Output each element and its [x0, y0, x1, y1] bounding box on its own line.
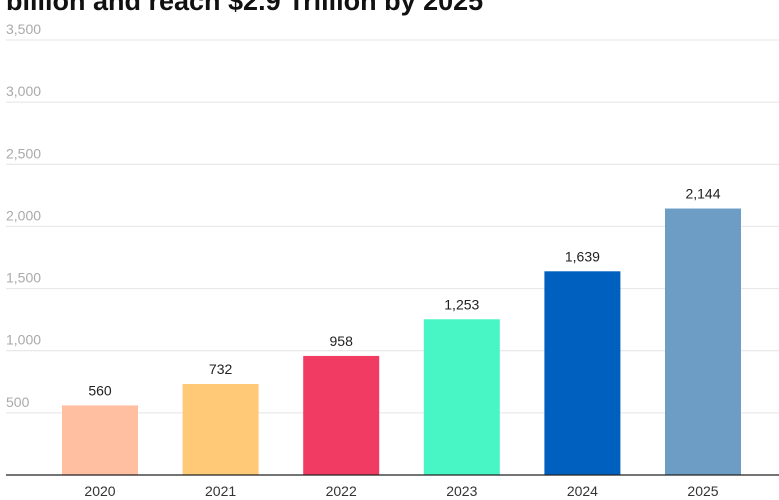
chart-title: billion and reach $2.9 Trillion by 2025	[6, 0, 484, 16]
bar-2023	[423, 319, 500, 475]
x-tick-label: 2021	[205, 483, 236, 499]
y-tick-label: 1,500	[6, 270, 41, 286]
x-tick-label: 2023	[446, 483, 477, 499]
y-tick-label: 3,000	[6, 83, 41, 99]
data-label: 1,639	[565, 248, 600, 264]
data-label: 1,253	[444, 296, 479, 312]
x-tick-label: 2020	[84, 483, 115, 499]
data-label: 2,144	[685, 186, 720, 202]
y-tick-label: 1,000	[6, 332, 41, 348]
bar-2020	[62, 405, 138, 475]
y-tick-label: 2,500	[6, 145, 41, 161]
bar-2024	[544, 271, 621, 475]
y-tick-label: 500	[6, 394, 30, 410]
bar-2025	[665, 208, 741, 475]
data-label: 560	[88, 382, 112, 398]
y-tick-label: 3,500	[6, 21, 41, 37]
x-tick-label: 2022	[326, 483, 357, 499]
bar-2022	[303, 355, 380, 475]
x-tick-label: 2025	[687, 483, 718, 499]
bar-2021	[182, 384, 259, 475]
data-label: 958	[330, 333, 354, 349]
y-tick-label: 2,000	[6, 207, 41, 223]
data-label: 732	[209, 361, 233, 377]
x-tick-label: 2024	[567, 483, 598, 499]
